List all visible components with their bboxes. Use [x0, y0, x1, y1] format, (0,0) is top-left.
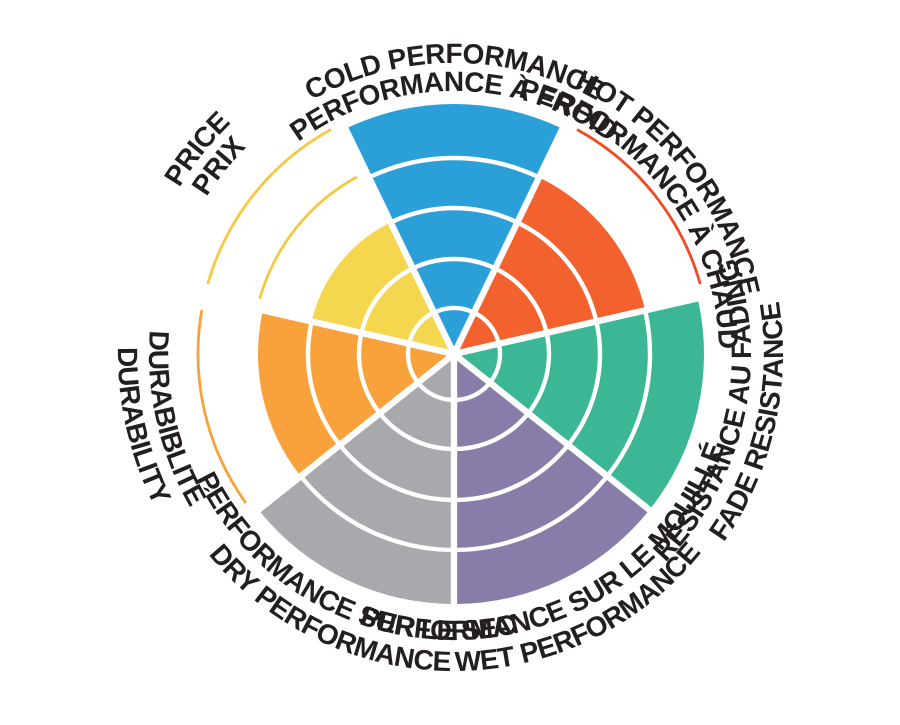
- rating-band: [383, 386, 451, 447]
- segment-hot-performance: [460, 178, 645, 350]
- max-scale-outline-arc: [258, 175, 358, 300]
- rating-band: [412, 316, 448, 350]
- rating-band: [394, 210, 514, 266]
- rating-band: [571, 314, 648, 473]
- rating-band: [343, 417, 451, 498]
- rating-band: [416, 261, 492, 310]
- rating-band: [457, 448, 604, 548]
- rating-band: [610, 301, 704, 508]
- rating-band: [521, 178, 645, 318]
- rating-band: [460, 316, 496, 350]
- rating-band: [477, 271, 544, 341]
- rating-band: [310, 325, 377, 442]
- rating-bands-layer: [258, 104, 704, 604]
- rating-band: [348, 104, 560, 175]
- segment-wet-performance: [457, 361, 648, 604]
- segment-durability: [258, 313, 447, 474]
- rating-band: [457, 361, 487, 398]
- rating-band: [493, 336, 547, 410]
- max-scale-outline-arc: [196, 309, 247, 504]
- segment-cold-performance: [348, 104, 560, 347]
- rating-band: [457, 386, 525, 447]
- rating-band: [461, 347, 498, 379]
- rating-band: [457, 417, 565, 498]
- rating-band: [372, 160, 536, 220]
- rating-band: [531, 325, 598, 442]
- segment-dry-performance: [260, 361, 451, 604]
- rating-band: [410, 347, 447, 379]
- segment-fade-resistance: [461, 301, 704, 508]
- rating-band: [361, 336, 415, 410]
- segment-price: [312, 223, 448, 350]
- rating-band: [364, 271, 431, 341]
- max-scale-outline-arc: [576, 128, 702, 285]
- rating-band: [312, 223, 409, 330]
- max-scale-outline-arc: [206, 128, 332, 285]
- rating-band: [437, 310, 471, 347]
- rating-band: [421, 361, 451, 398]
- rating-band: [457, 480, 648, 604]
- rating-band: [260, 480, 451, 604]
- outline-arcs-layer: [196, 128, 702, 504]
- rating-band: [304, 448, 451, 548]
- rating-band: [258, 313, 337, 474]
- rating-band: [499, 225, 594, 330]
